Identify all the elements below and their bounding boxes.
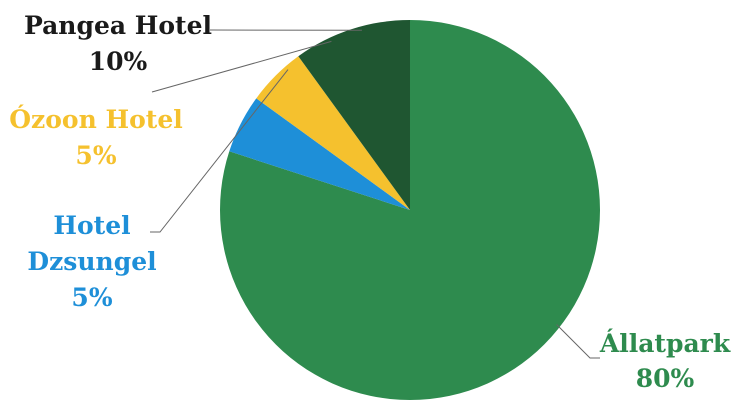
leader-line-hotel-dzsungel	[150, 69, 289, 233]
slice-value-pangea-hotel: 10%	[89, 47, 148, 76]
slice-label-allatpark: Állatpark	[599, 329, 731, 358]
slice-labels: Állatpark 80% Hotel Dzsungel 5% Ózoon Hotel 5%…	[9, 11, 731, 393]
slice-label-ozoon-hotel: Ózoon Hotel	[9, 105, 182, 134]
pie-slice-allatpark	[220, 19, 601, 400]
leader-lines	[150, 29, 600, 359]
slice-value-allatpark: 80%	[636, 364, 695, 393]
pie-slice-ozoon-hotel	[256, 56, 410, 210]
pie-slices	[220, 19, 601, 400]
slice-label-hotel-dzsungel-line-2: Dzsungel	[27, 247, 156, 276]
slice-value-hotel-dzsungel: 5%	[71, 283, 112, 312]
slice-label-hotel-dzsungel-line-1: Hotel	[53, 211, 130, 240]
pie-slice-pangea-hotel	[298, 20, 410, 210]
leader-line-ozoon-hotel	[151, 40, 332, 93]
pie-slice-hotel-dzsungel	[229, 98, 410, 210]
slice-label-pangea-hotel: Pangea Hotel	[24, 11, 212, 40]
leader-line-allatpark	[556, 324, 600, 359]
slice-value-ozoon-hotel: 5%	[75, 141, 116, 170]
